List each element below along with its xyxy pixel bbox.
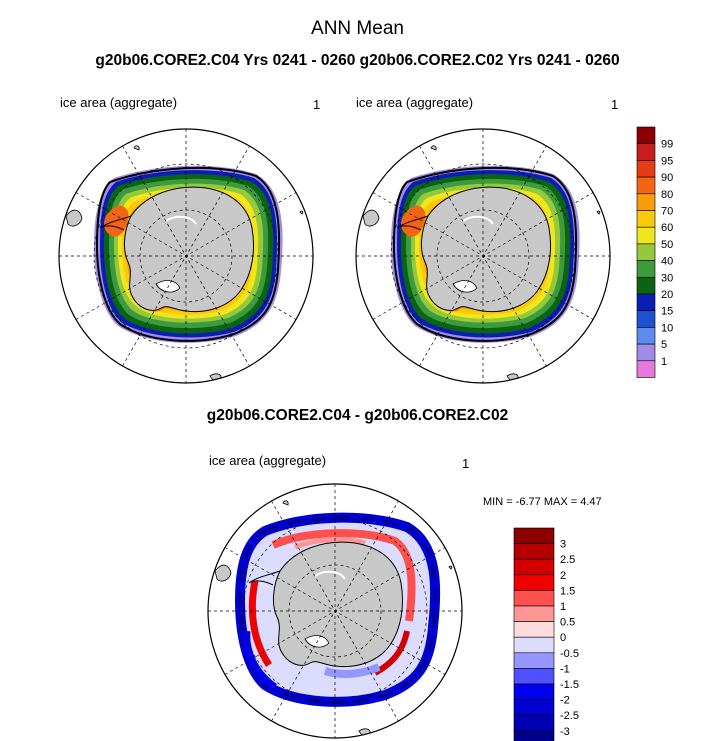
colorbar-swatch xyxy=(513,543,555,560)
colorbar-label: 2 xyxy=(560,570,566,582)
colorbar-label: 1.5 xyxy=(560,585,575,597)
right-panel-label: ice area (aggregate) xyxy=(356,95,474,110)
colorbar-swatch xyxy=(636,243,656,261)
colorbar-label: 20 xyxy=(661,289,673,301)
figure-title: ANN Mean xyxy=(311,18,404,39)
colorbar-swatch xyxy=(636,276,656,295)
colorbar-label: -1 xyxy=(560,663,570,675)
colorbar-swatch xyxy=(636,160,656,178)
colorbar-label: -2 xyxy=(560,695,570,707)
colorbar-label: 70 xyxy=(661,206,673,218)
colorbar-swatch xyxy=(636,193,656,211)
colorbar-swatch xyxy=(513,527,555,544)
colorbar-swatch xyxy=(636,176,656,195)
colorbar-label: 99 xyxy=(661,139,673,151)
colorbar-label: 95 xyxy=(661,155,673,167)
colorbar-label: 5 xyxy=(661,339,667,351)
colorbar-swatch xyxy=(513,605,555,622)
main-colorbar: 99 95 90 80 70 60 50 40 30 20 15 10 5 1 xyxy=(636,126,673,378)
colorbar-label: -0.5 xyxy=(560,648,579,660)
colorbar-swatch xyxy=(513,590,555,607)
diff-panel-label: ice area (aggregate) xyxy=(209,453,327,468)
colorbar-label: -1.5 xyxy=(560,679,579,691)
colorbar-label: 2.5 xyxy=(560,554,575,566)
right-polar-map xyxy=(355,128,611,384)
colorbar-swatch xyxy=(636,126,656,145)
colorbar-swatch xyxy=(636,343,656,362)
colorbar-label: 15 xyxy=(661,306,673,318)
colorbar-swatch xyxy=(513,652,555,669)
colorbar-label: 1 xyxy=(560,601,566,613)
colorbar-swatch xyxy=(513,699,555,716)
colorbar-label: -3 xyxy=(560,726,570,738)
colorbar-swatch xyxy=(513,730,555,741)
left-panel-units: 1 xyxy=(313,97,321,112)
diff-panel-units: 1 xyxy=(462,456,470,471)
colorbar-label: 10 xyxy=(661,322,673,334)
colorbar-swatch xyxy=(513,668,555,685)
colorbar-label: 80 xyxy=(661,189,673,201)
colorbar-label: 40 xyxy=(661,256,673,268)
difference-colorbar: 3 2.5 2 1.5 1 0.5 0 -0.5 -1 -1.5 -2 -2.5 -3 xyxy=(513,527,579,741)
colorbar-swatch xyxy=(513,574,555,591)
colorbar-label: 3 xyxy=(560,539,566,551)
colorbar-swatch xyxy=(636,310,656,328)
colorbar-swatch xyxy=(513,683,555,700)
colorbar-label: 0.5 xyxy=(560,617,575,629)
colorbar-label: 1 xyxy=(661,356,667,368)
colorbar-label: 50 xyxy=(661,239,673,251)
colorbar-swatch xyxy=(636,226,656,245)
colorbar-label: 60 xyxy=(661,222,673,234)
colorbar-swatch xyxy=(513,621,555,638)
colorbar-swatch xyxy=(636,210,656,228)
colorbar-swatch xyxy=(636,293,656,312)
difference-polar-map xyxy=(207,483,463,739)
colorbar-swatch xyxy=(636,260,656,278)
right-panel-units: 1 xyxy=(611,97,619,112)
colorbar-swatch xyxy=(513,636,555,654)
colorbar-label: -2.5 xyxy=(560,710,579,722)
colorbar-label: 30 xyxy=(661,272,673,284)
colorbar-swatch xyxy=(513,558,555,576)
colorbar-swatch xyxy=(513,714,555,732)
colorbar-label: 0 xyxy=(560,632,566,644)
colorbar-swatch xyxy=(636,143,656,161)
diff-min-max: MIN = -6.77 MAX = 4.47 xyxy=(483,496,602,508)
left-panel-label: ice area (aggregate) xyxy=(60,95,178,110)
colorbar-label: 90 xyxy=(661,172,673,184)
colorbar-swatch xyxy=(636,360,656,378)
figure-subtitle: g20b06.CORE2.C04 Yrs 0241 - 0260 g20b06.… xyxy=(95,52,620,69)
difference-title: g20b06.CORE2.C04 - g20b06.CORE2.C02 xyxy=(206,407,509,424)
colorbar-swatch xyxy=(636,327,656,345)
left-polar-map xyxy=(58,128,314,384)
